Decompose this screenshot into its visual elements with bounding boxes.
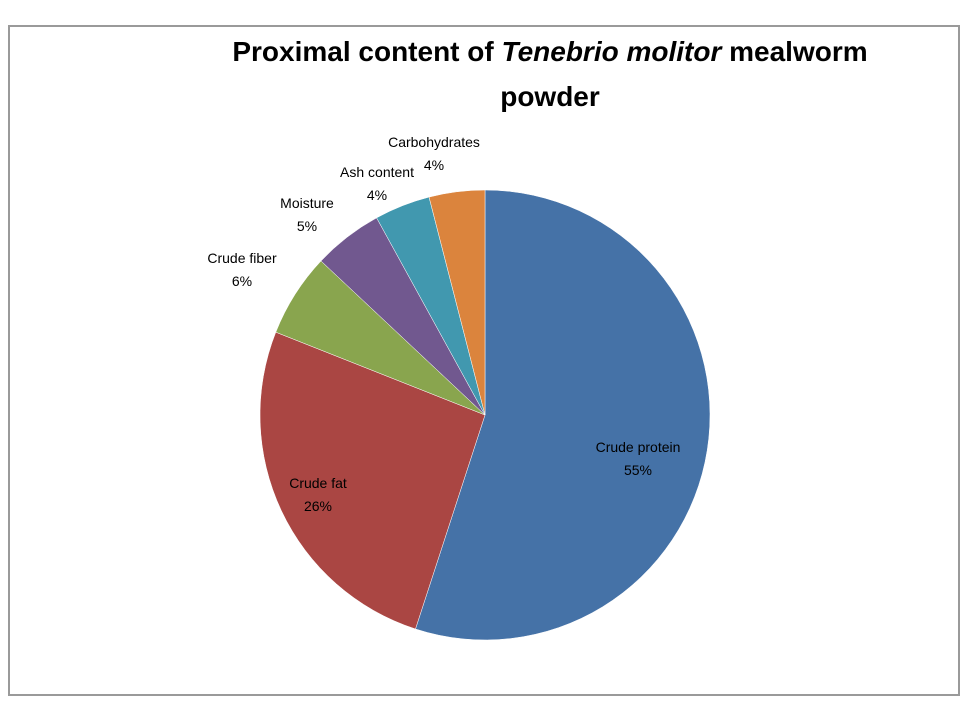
chart-title-line2: powder bbox=[500, 81, 600, 112]
pie-slice-carbohydrates bbox=[428, 189, 486, 416]
pie-slice-crude-fat bbox=[259, 331, 486, 630]
pie-slice-crude-protein bbox=[415, 189, 711, 641]
slice-label-crude-protein: Crude protein 55% bbox=[595, 439, 681, 478]
title-text: mealworm bbox=[721, 36, 868, 67]
chart-title-line1: Proximal content of Tenebrio molitor mea… bbox=[130, 35, 970, 69]
slice-label-moisture: Moisture 5% bbox=[280, 195, 334, 234]
slice-label-crude-fiber: Crude fiber 6% bbox=[207, 250, 277, 289]
chart-area bbox=[8, 25, 960, 696]
title-species: Tenebrio molitor bbox=[501, 36, 722, 67]
slice-label-ash-content: Ash content 4% bbox=[340, 164, 414, 203]
title-text: Proximal content of bbox=[232, 36, 502, 67]
slice-label-carbohydrates: Carbohydrates 4% bbox=[388, 134, 480, 173]
slice-label-crude-fat: Crude fat 26% bbox=[289, 475, 347, 514]
